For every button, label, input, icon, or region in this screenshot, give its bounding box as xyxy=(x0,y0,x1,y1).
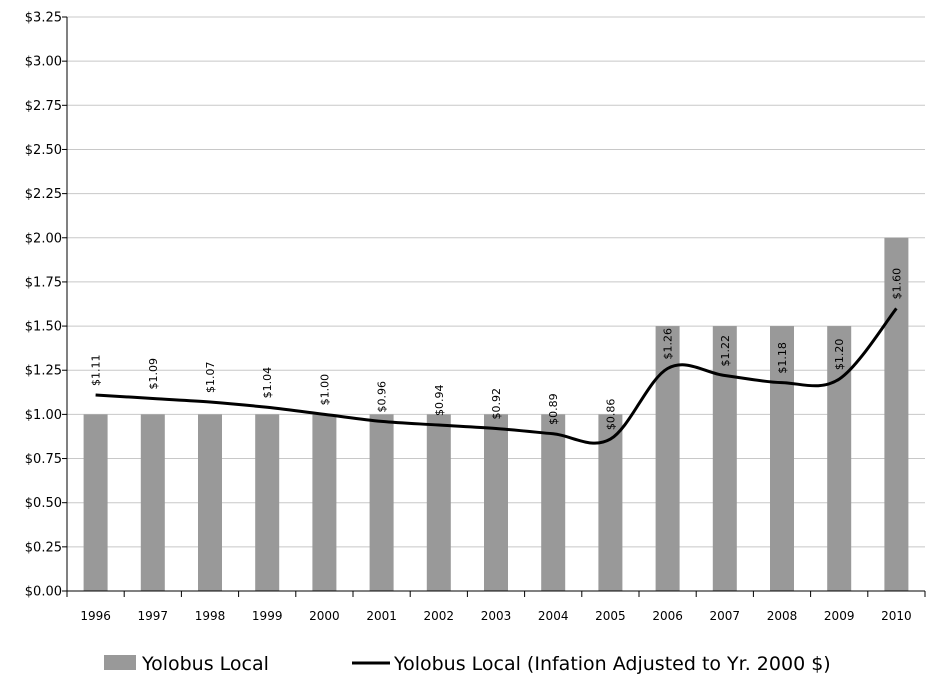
x-tick-label: 1998 xyxy=(195,609,226,623)
line-series xyxy=(95,307,898,445)
legend-label-bar: Yolobus Local xyxy=(141,653,269,675)
bar xyxy=(369,414,394,591)
bar xyxy=(426,414,451,591)
x-tick-label: 2003 xyxy=(481,609,512,623)
x-tick-label: 2007 xyxy=(710,609,741,623)
bar xyxy=(884,237,909,591)
data-label: $1.09 xyxy=(147,358,160,390)
data-label: $1.26 xyxy=(662,328,675,360)
y-tick-label: $2.75 xyxy=(25,99,62,114)
data-label: $1.07 xyxy=(204,362,217,394)
axes: $0.00 $0.25 $0.50 $0.75 $1.00 $1.25 $1.50 $1.75… xyxy=(25,11,926,623)
y-tick-label: $2.00 xyxy=(25,231,62,246)
y-tick-label: $3.00 xyxy=(25,55,62,70)
x-tick-label: 2005 xyxy=(595,609,626,623)
legend-label-line: Yolobus Local (Infation Adjusted to Yr. … xyxy=(393,653,831,675)
bar xyxy=(598,414,623,591)
bar xyxy=(484,414,508,591)
bar xyxy=(312,414,337,591)
data-label: $0.94 xyxy=(433,384,446,416)
y-tick-label: $2.25 xyxy=(25,187,62,202)
y-tick-label: $0.25 xyxy=(25,540,62,555)
y-tick-label: $1.25 xyxy=(25,364,62,379)
bar xyxy=(770,326,794,591)
y-tick-label: $3.25 xyxy=(25,11,62,26)
x-tick-label: 2002 xyxy=(424,609,455,623)
bar xyxy=(83,414,108,591)
y-tick-label: $1.50 xyxy=(25,320,62,335)
x-tick-label: 2008 xyxy=(767,609,798,623)
bar xyxy=(140,414,165,591)
data-label: $1.18 xyxy=(776,342,789,374)
data-label: $0.96 xyxy=(376,381,389,413)
y-tick-label: $0.75 xyxy=(25,452,62,467)
data-label: $0.92 xyxy=(490,388,503,420)
y-tick-label: $2.50 xyxy=(25,143,62,158)
x-tick-label: 2010 xyxy=(881,609,912,623)
x-tick-label: 1996 xyxy=(80,609,111,623)
data-label: $1.20 xyxy=(833,339,846,371)
bar xyxy=(255,414,280,591)
x-tick-label: 2009 xyxy=(824,609,855,623)
bar xyxy=(827,326,852,591)
data-label: $1.00 xyxy=(318,374,331,406)
y-tick-label: $1.00 xyxy=(25,408,62,423)
series-line xyxy=(95,307,898,445)
x-tick-label: 2004 xyxy=(538,609,569,623)
data-label: $1.22 xyxy=(719,335,732,367)
legend-swatch-bar xyxy=(104,655,136,670)
bar xyxy=(198,414,222,591)
x-tick-label: 2006 xyxy=(652,609,683,623)
data-label: $1.04 xyxy=(261,367,274,399)
bar xyxy=(712,326,737,591)
bar-series xyxy=(83,237,909,591)
x-tick-label: 1999 xyxy=(252,609,283,623)
data-labels: $1.11 $1.09 $1.07 $1.04 $1.00 $0.96 $0.94 $0.92… xyxy=(90,268,904,430)
data-label: $1.60 xyxy=(890,268,903,300)
y-tick-label: $0.50 xyxy=(25,496,62,511)
y-tick-label: $0.00 xyxy=(25,585,62,600)
data-label: $0.86 xyxy=(604,399,617,431)
x-tick-label: 1997 xyxy=(138,609,169,623)
legend: Yolobus Local Yolobus Local (Infation Adj… xyxy=(104,653,831,675)
bar xyxy=(541,414,566,591)
data-label: $1.11 xyxy=(90,354,103,386)
x-tick-label: 2001 xyxy=(366,609,397,623)
x-tick-label: 2000 xyxy=(309,609,340,623)
data-label: $0.89 xyxy=(547,393,560,425)
y-tick-label: $1.75 xyxy=(25,275,62,290)
